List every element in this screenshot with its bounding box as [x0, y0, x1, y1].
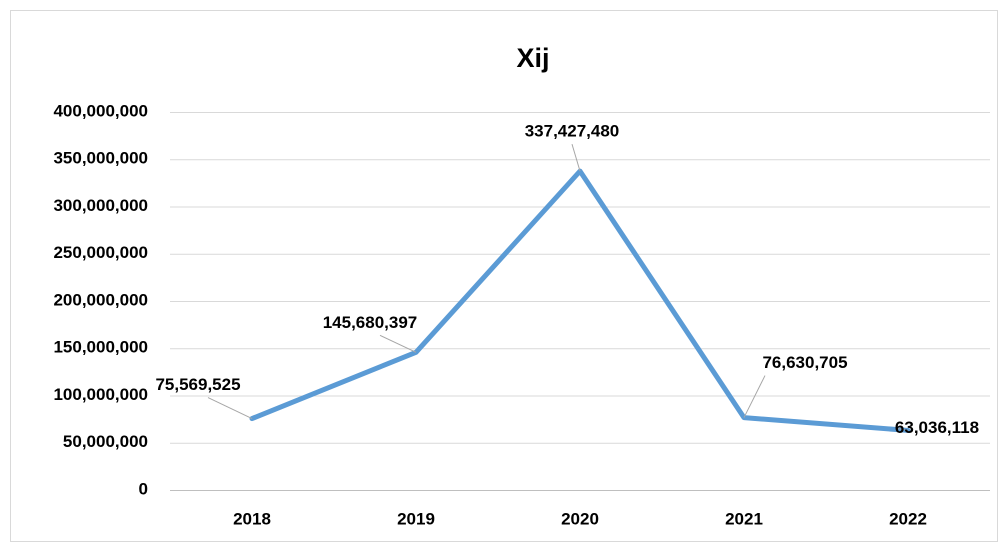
chart-title: Xij [516, 43, 549, 73]
leader-line [896, 427, 909, 431]
leader-line [379, 334, 417, 353]
leader-line [207, 397, 253, 420]
chart-border [10, 10, 998, 542]
y-tick-label: 100,000,000 [53, 385, 148, 404]
data-label: 337,427,480 [525, 122, 620, 141]
leader-line [571, 143, 581, 172]
data-label: 145,680,397 [323, 313, 418, 332]
data-label: 76,630,705 [762, 353, 847, 372]
data-label: 75,569,525 [155, 375, 240, 394]
y-tick-label: 0 [139, 479, 148, 498]
data-label: 63,036,118 [895, 418, 979, 437]
x-tick-label: 2022 [889, 509, 927, 528]
x-tick-label: 2018 [233, 509, 271, 528]
y-tick-label: 250,000,000 [53, 243, 148, 262]
x-tick-label: 2021 [725, 509, 763, 528]
y-tick-label: 300,000,000 [53, 196, 148, 215]
y-tick-label: 150,000,000 [53, 338, 148, 357]
y-tick-label: 50,000,000 [63, 432, 148, 451]
leader-line [743, 375, 766, 418]
x-tick-label: 2019 [397, 509, 435, 528]
x-tick-label: 2020 [561, 509, 599, 528]
y-tick-label: 350,000,000 [53, 149, 148, 168]
y-tick-label: 400,000,000 [53, 101, 148, 120]
y-tick-label: 200,000,000 [53, 290, 148, 309]
